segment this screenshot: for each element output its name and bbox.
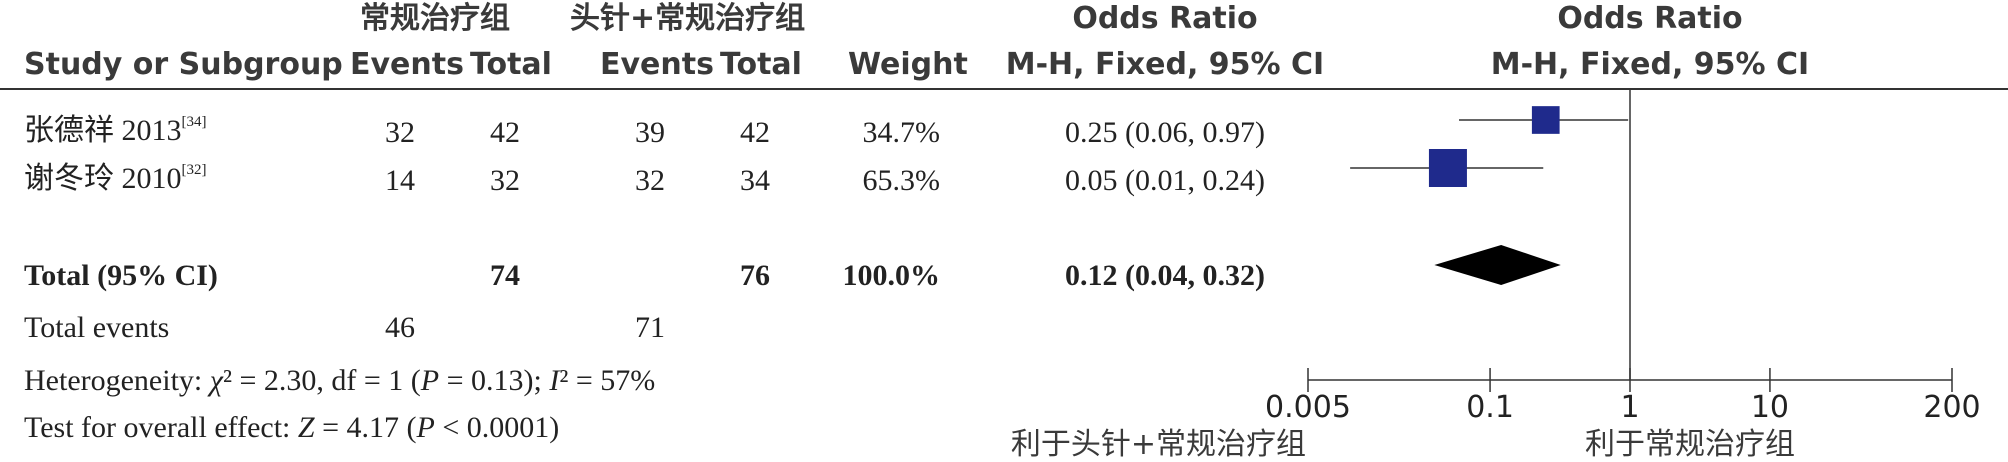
study-events2: 39	[635, 116, 665, 149]
chi-rest: ² = 2.30, df = 1 (	[222, 364, 421, 397]
study-weight: 34.7%	[862, 116, 941, 149]
group2-header: 头针+常规治疗组	[570, 1, 806, 36]
study-header: Study or Subgroup	[24, 47, 343, 82]
total1-header: Total	[470, 47, 552, 82]
favours-right-label: 利于常规治疗组	[1585, 427, 1795, 462]
study-weight: 65.3%	[862, 164, 941, 197]
pooled-diamond	[1434, 245, 1561, 285]
total2-header: Total	[720, 47, 802, 82]
study-or-ci: 0.05 (0.01, 0.24)	[1065, 164, 1265, 197]
i2-symbol: I	[549, 364, 560, 397]
z-rest: = 4.17 (	[314, 411, 417, 444]
study-name-text: 张德祥 2013	[24, 114, 182, 147]
study-name-text: 谢冬玲 2010	[24, 162, 182, 195]
plot-method-header: M-H, Fixed, 95% CI	[1490, 47, 1810, 82]
study-name: 张德祥 2013[34]	[24, 114, 207, 147]
study-events2: 32	[635, 164, 665, 197]
p-rest: = 0.13);	[439, 364, 550, 397]
group1-header: 常规治疗组	[360, 1, 510, 36]
study-total2: 34	[740, 164, 770, 197]
z-symbol: Z	[297, 411, 315, 444]
odds-ratio-header: Odds Ratio	[1072, 1, 1258, 36]
study-ref: [32]	[181, 162, 207, 178]
or-method-header: M-H, Fixed, 95% CI	[1005, 47, 1325, 82]
total-events1: 46	[385, 311, 415, 344]
total-label: Total (95% CI)	[24, 259, 218, 292]
events1-header: Events	[350, 47, 464, 82]
p-symbol: P	[416, 411, 435, 444]
study-point-estimate	[1531, 106, 1560, 134]
events2-header: Events	[600, 47, 714, 82]
study-events1: 14	[385, 164, 415, 197]
p-symbol: P	[420, 364, 440, 397]
x-axis-tick-label: 200	[1923, 390, 1981, 425]
header-rule	[0, 88, 2008, 90]
study-total1: 42	[490, 116, 520, 149]
weight-header: Weight	[848, 47, 968, 82]
x-axis-tick-label: 1	[1620, 390, 1640, 425]
overall-effect-text: Test for overall effect: Z = 4.17 (P < 0…	[24, 413, 559, 443]
total-total1: 74	[490, 259, 520, 292]
total-events-label: Total events	[24, 311, 170, 344]
study-events1: 32	[385, 116, 415, 149]
study-point-estimate	[1428, 149, 1467, 187]
total-events2: 71	[635, 311, 665, 344]
study-total2: 42	[740, 116, 770, 149]
study-total1: 32	[490, 164, 520, 197]
study-name: 谢冬玲 2010[32]	[24, 162, 207, 195]
heterogeneity-prefix: Heterogeneity:	[24, 364, 210, 397]
total-total2: 76	[740, 259, 770, 292]
i2-rest: ² = 57%	[559, 364, 656, 397]
study-or-ci: 0.25 (0.06, 0.97)	[1065, 116, 1265, 149]
chi-symbol: χ	[209, 364, 223, 397]
x-axis-tick-label: 0.005	[1265, 390, 1351, 425]
plot-header: Odds Ratio	[1557, 1, 1743, 36]
total-or-ci: 0.12 (0.04, 0.32)	[1065, 259, 1265, 292]
x-axis-tick-label: 0.1	[1466, 390, 1514, 425]
heterogeneity-text: Heterogeneity: χ² = 2.30, df = 1 (P = 0.…	[24, 366, 655, 396]
overall-prefix: Test for overall effect:	[24, 411, 298, 444]
p-rest: < 0.0001)	[434, 411, 560, 444]
study-ref: [34]	[181, 114, 207, 130]
favours-left-label: 利于头针+常规治疗组	[1010, 427, 1306, 462]
total-weight: 100.0%	[842, 259, 941, 292]
x-axis-tick-label: 10	[1750, 390, 1790, 425]
